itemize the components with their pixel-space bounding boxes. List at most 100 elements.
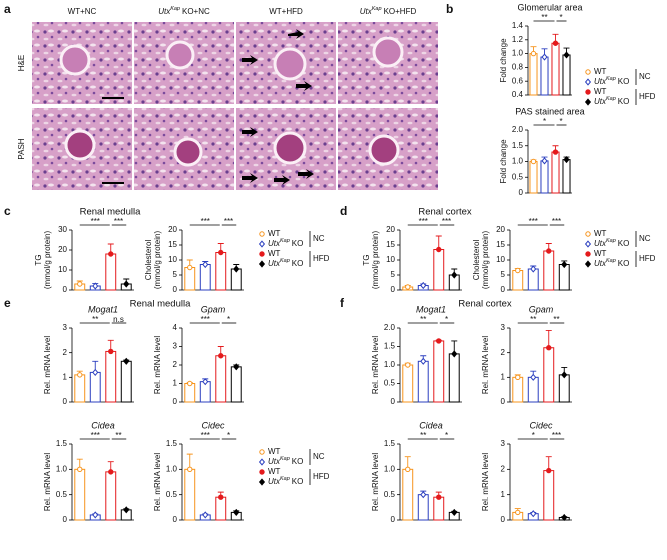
- y-tick-label: 1.5: [512, 141, 524, 150]
- section-title: Renal medulla: [130, 299, 191, 310]
- legend-label: UtxKap KO: [268, 476, 303, 486]
- legend-label: UtxKap KO: [268, 238, 303, 248]
- legend-label: UtxKap KO: [268, 456, 303, 466]
- y-tick-label: 2.0: [384, 323, 396, 332]
- legend-group: NC: [313, 452, 325, 461]
- chart-title: Cidea: [419, 420, 443, 430]
- legend-label-part: Utx: [268, 477, 281, 486]
- chart-title: Cidec: [201, 420, 225, 430]
- y-tick-label: 3: [63, 323, 68, 332]
- error-bar: [545, 330, 552, 348]
- legend-label-part: Kap: [606, 258, 616, 264]
- legend-marker: [584, 240, 592, 248]
- data-point: [187, 264, 193, 271]
- data-point: [563, 51, 570, 59]
- legend-label-part: Kap: [606, 76, 616, 82]
- chart-title: Glomerular area: [517, 2, 582, 12]
- bar: [562, 54, 571, 96]
- bar: [433, 340, 445, 403]
- data-point: [202, 260, 209, 269]
- y-tick-label: 15: [168, 240, 177, 249]
- data-point: [515, 509, 521, 516]
- y-tick-label: 0.6: [512, 76, 524, 85]
- legend-marker: [584, 260, 592, 268]
- y-tick-label: 0: [173, 515, 178, 524]
- data-point: [546, 345, 552, 351]
- y-tick-label: 20: [496, 225, 505, 234]
- significance-label: ***: [201, 315, 210, 324]
- bar: [543, 470, 555, 521]
- bar: [529, 53, 538, 96]
- bar: [89, 371, 101, 403]
- data-point: [218, 249, 224, 256]
- significance-label: *: [532, 431, 535, 440]
- significance-label: *: [445, 315, 448, 324]
- y-axis-label: Rel. mRNA level: [481, 453, 490, 511]
- chart-title: Mogat1: [88, 304, 118, 314]
- y-tick-label: 0.4: [512, 90, 524, 99]
- significance-label: ***: [552, 217, 561, 226]
- bar: [402, 468, 414, 521]
- y-axis-label: Rel. mRNA level: [43, 453, 52, 511]
- y-tick-label: 0.8: [512, 63, 524, 72]
- bar: [120, 360, 132, 403]
- significance-label: *: [559, 13, 562, 22]
- y-tick-label: 2: [173, 360, 178, 369]
- y-tick-label: 3: [173, 342, 178, 351]
- legend-label: WT: [594, 249, 607, 258]
- data-point: [77, 372, 83, 378]
- significance-label: ***: [529, 217, 538, 226]
- data-point: [420, 281, 427, 290]
- legend-marker: [258, 458, 266, 466]
- y-tick-label: 2: [501, 348, 506, 357]
- legend-label: WT: [268, 249, 281, 258]
- column-label-part: WT+HFD: [269, 7, 303, 16]
- significance-label: ***: [442, 217, 451, 226]
- data-point: [552, 40, 559, 46]
- legend-marker: [259, 231, 265, 237]
- glomerulus: [64, 129, 96, 161]
- data-point: [233, 508, 240, 516]
- legend-label-part: Kap: [606, 238, 616, 244]
- y-tick-label: 0.5: [166, 490, 178, 499]
- data-point: [436, 246, 442, 253]
- data-point: [546, 467, 552, 474]
- y-tick-label: 0: [501, 285, 506, 294]
- y-tick-label: 0: [501, 515, 506, 524]
- y-tick-label: 1.0: [56, 464, 68, 473]
- significance-label: *: [227, 431, 230, 440]
- legend-label: WT: [268, 467, 281, 476]
- panel-label: d: [340, 204, 347, 218]
- legend-label: WT: [594, 87, 607, 96]
- column-label-part: KO+NC: [182, 7, 210, 16]
- data-point: [405, 466, 411, 473]
- legend-label-part: KO: [618, 77, 630, 86]
- y-tick-label: 0: [519, 188, 524, 197]
- y-tick-label: 1.0: [166, 464, 178, 473]
- data-point: [233, 363, 240, 371]
- chart-title: Mogat1: [416, 304, 446, 314]
- legend-group: NC: [639, 72, 651, 81]
- y-tick-label: 10: [386, 255, 395, 264]
- y-axis-label: Rel. mRNA level: [371, 453, 380, 511]
- glomerulus: [59, 44, 91, 76]
- bar: [558, 374, 570, 403]
- bar: [551, 42, 560, 96]
- significance-label: *: [559, 117, 562, 126]
- y-tick-label: 0.5: [56, 490, 68, 499]
- y-tick-label: 20: [386, 225, 395, 234]
- y-tick-label: 1.5: [384, 342, 396, 351]
- data-point: [451, 508, 458, 516]
- y-tick-label: 0.5: [512, 172, 524, 181]
- y-tick-label: 1: [173, 379, 178, 388]
- data-point: [552, 149, 559, 155]
- arrows: [242, 29, 314, 185]
- legend-label-part: Utx: [594, 239, 607, 248]
- glomerulus: [165, 40, 195, 70]
- bar: [105, 253, 117, 291]
- data-point: [436, 338, 442, 344]
- y-tick-label: 3: [501, 323, 506, 332]
- panel-label: c: [4, 204, 11, 218]
- data-point: [92, 511, 99, 519]
